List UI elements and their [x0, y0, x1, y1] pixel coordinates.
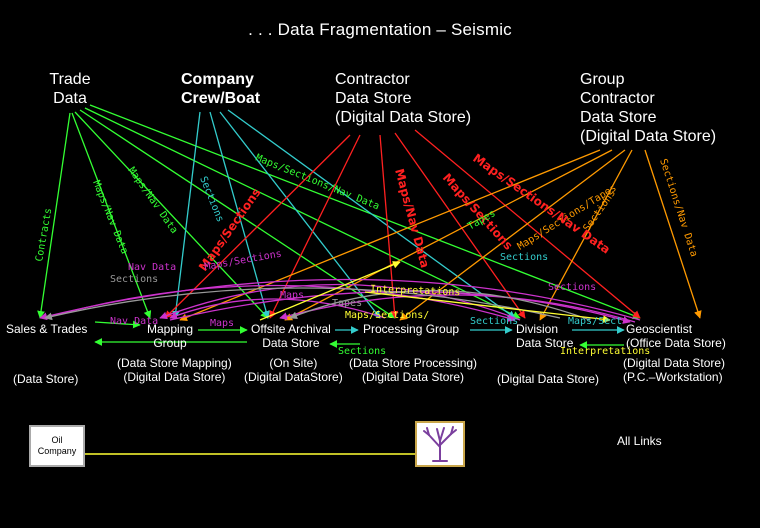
label-maps-sections-nav-green: Maps/Nav Data — [126, 165, 180, 235]
node-sales-trades: Sales & Trades — [6, 322, 88, 336]
source-contractor-data-store: Contractor Data Store (Digital Data Store) — [335, 71, 472, 126]
edge-company-offsite — [209, 111, 270, 319]
page-title: . . . Data Fragmentation – Seismic — [248, 20, 512, 39]
edge-trade-division — [84, 107, 521, 319]
arc-gray-2 — [289, 289, 591, 321]
edge-trade-processing — [79, 109, 396, 319]
label-contracts: Contracts — [34, 207, 54, 262]
label-nav-data-magenta: Nav Data — [128, 262, 176, 273]
edge-trade-geoscientist — [89, 104, 641, 320]
node-mapping-group: Mapping Group — [147, 322, 194, 350]
label-maps-sections-small: Maps/Sections/ — [345, 310, 429, 321]
edge-group-offsite — [284, 149, 613, 321]
source-group-contractor-data-store: Group Contractor Data Store (Digital Data S… — [580, 71, 717, 145]
node-offsite-archival-sub: (On Site) (Digital DataStore) — [244, 356, 343, 384]
edge-sales-mapping — [94, 320, 141, 329]
label-sections-teal: Sections — [197, 175, 225, 224]
tree-icon — [423, 426, 457, 462]
edge-yellow-maps — [259, 261, 401, 321]
label-nav-data-left: Nav Data — [110, 316, 158, 327]
label-maps-mid: Maps — [210, 318, 234, 329]
edge-yellow-interp — [364, 291, 611, 324]
edge-group-geoscientist — [644, 149, 702, 319]
edge-contractor-division — [394, 132, 526, 319]
label-maps-sect: Maps/Sect — [568, 316, 622, 327]
label-interpretations-low: Interpretations — [560, 346, 650, 357]
oil-company-button[interactable]: Oil Company — [29, 425, 85, 467]
node-division-data-store: Division Data Store — [516, 322, 574, 350]
label-tapes: Tapes — [332, 298, 362, 309]
label-maps-nav-data-1: Maps/Nav Data — [90, 179, 130, 256]
edge-group-division — [539, 149, 633, 321]
label-sections-div: Sections — [470, 316, 518, 327]
label-interpretations: Interpretations — [370, 284, 461, 298]
node-processing-group-sub: (Data Store Processing) (Digital Data Sto… — [349, 356, 478, 384]
node-mapping-group-sub: (Data Store Mapping) (Digital Data Store) — [117, 356, 232, 384]
source-trade-data: Trade Data — [49, 71, 91, 107]
label-maps-magenta: Maps — [280, 290, 304, 301]
edge-company-processing — [219, 111, 381, 319]
arc-sales-division — [44, 284, 516, 322]
node-processing-group: Processing Group — [363, 322, 460, 336]
source-company-crew-boat: Company Crew/Boat — [181, 71, 261, 107]
label-sections-geo: Sections — [500, 252, 548, 263]
tree-button[interactable] — [415, 421, 465, 467]
node-offsite-archival: Offsite Archival Data Store — [251, 322, 331, 350]
label-sections-right: Sections — [548, 282, 596, 293]
edge-trade-offsite — [74, 111, 269, 319]
edge-trade-mapping — [71, 112, 152, 319]
edge-trade-sales — [37, 112, 71, 319]
edge-group-mapping — [179, 149, 601, 321]
edge-contractor-mapping — [164, 134, 351, 319]
edge-company-division — [227, 109, 516, 319]
node-geoscientist-sub: (Digital Data Store) (P.C.–Workstation) — [623, 356, 726, 384]
edge-company-sales — [171, 111, 201, 319]
label-maps-sections-nav: Maps/Sections/Nav Data — [254, 153, 381, 213]
arc-gray-1 — [44, 287, 561, 321]
node-sales-trades-sub: (Data Store) — [13, 372, 79, 386]
label-sections-gray: Sections — [110, 274, 158, 285]
all-links-label[interactable]: All Links — [617, 434, 662, 448]
arc-geoscientist-offsite — [279, 294, 636, 323]
node-division-data-store-sub: (Digital Data Store) — [497, 372, 600, 386]
label-sections-low: Sections — [338, 346, 386, 357]
node-geoscientist: Geoscientist (Office Data Store) — [626, 322, 726, 350]
arc-processing-mapping — [169, 298, 386, 320]
